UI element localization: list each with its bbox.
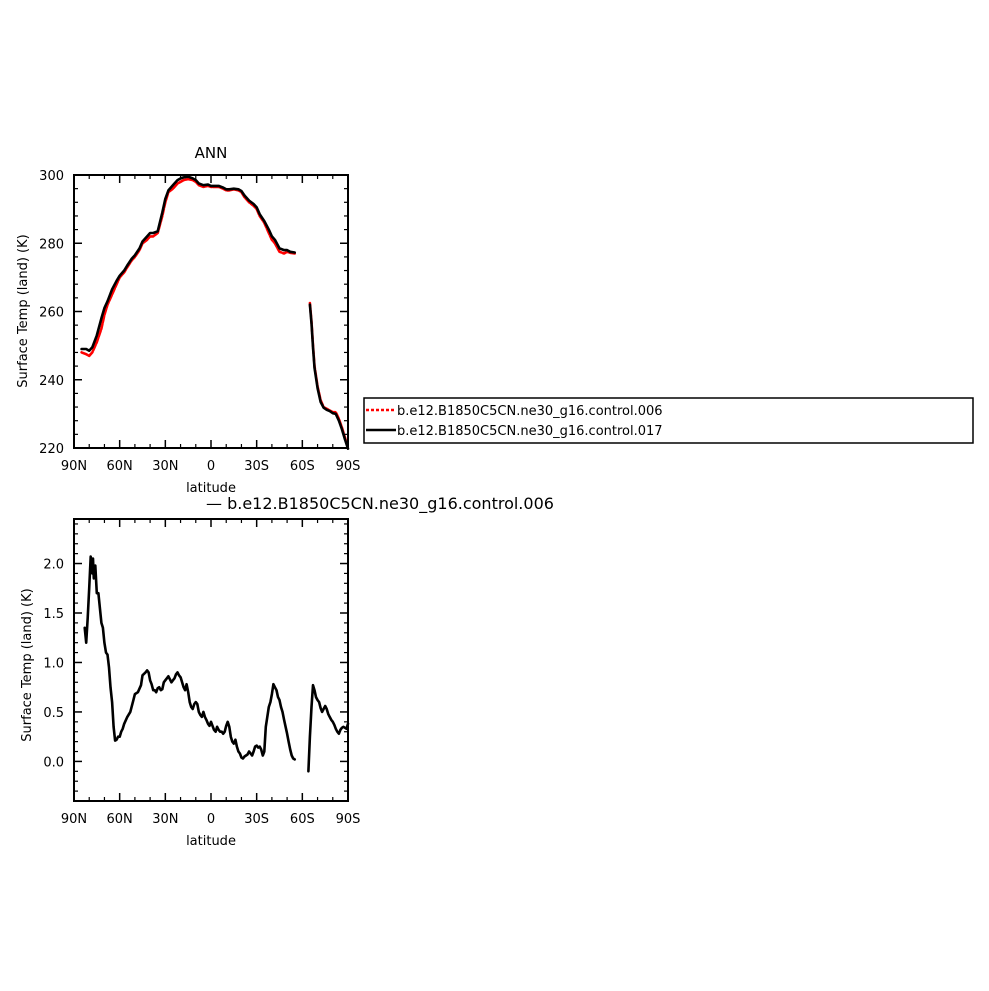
legend-box: [363, 397, 974, 444]
top-panel-x-tick-label: 60N: [107, 459, 133, 474]
top-panel-x-tick-label: 0: [207, 459, 215, 474]
top-panel-y-tick-label: 240: [39, 374, 64, 389]
top-panel-y-tick-label: 300: [39, 169, 64, 184]
bottom-panel-x-tick-label: 90S: [336, 812, 361, 827]
bottom-panel-y-tick-label: 1.0: [43, 656, 64, 671]
bottom-panel-y-tick-label: 0.5: [43, 706, 64, 721]
top-panel-x-axis-label: latitude: [186, 481, 236, 496]
bottom-panel-y-tick-label: 0.0: [43, 755, 64, 770]
bottom-panel-ticks: 90N 60N 30N 0 30S 60S 90S 0.0 0.5 1.0 1.5 2.0: [43, 519, 360, 827]
bottom-panel-series-0-line-seg-1: [307, 683, 350, 773]
top-panel-title: ANN: [195, 144, 228, 162]
legend-label-control-017: b.e12.B1850C5CN.ne30_g16.control.017: [397, 424, 663, 439]
top-panel-x-tick-label: 30N: [152, 459, 178, 474]
bottom-panel-series-0-line-seg-0: [83, 555, 296, 761]
bottom-panel-y-tick-label: 1.5: [43, 607, 64, 622]
bottom-panel-x-axis-label: latitude: [186, 834, 236, 849]
top-panel-x-tick-label: 90S: [336, 459, 361, 474]
bottom-panel: — b.e12.B1850C5CN.ne30_g16.control.006 9…: [20, 494, 554, 849]
legend-label-control-006: b.e12.B1850C5CN.ne30_g16.control.006: [397, 404, 663, 419]
top-panel-ticks: 90N 60N 30N 0 30S 60S 90S 220 240 260 280 300: [39, 169, 360, 474]
top-panel-y-axis-label: Surface Temp (land) (K): [16, 234, 31, 387]
top-panel: ANN 90N 60N 30N 0 30S 60S 90S 220 240 260 280 300 l…: [16, 144, 360, 496]
bottom-panel-x-tick-label: 60N: [107, 812, 133, 827]
bottom-panel-x-tick-label: 90N: [61, 812, 87, 827]
top-panel-y-tick-label: 280: [39, 237, 64, 252]
legend: b.e12.B1850C5CN.ne30_g16.control.006 b.e…: [363, 397, 974, 444]
top-panel-series-group: [80, 175, 350, 450]
top-panel-x-tick-label: 60S: [290, 459, 315, 474]
bottom-panel-x-tick-label: 60S: [290, 812, 315, 827]
bottom-panel-x-tick-label: 30S: [244, 812, 269, 827]
bottom-panel-y-axis-label: Surface Temp (land) (K): [20, 588, 35, 741]
top-panel-series-1-line-seg-1: [308, 303, 350, 450]
top-panel-series-1-line-seg-0: [80, 175, 296, 352]
bottom-panel-title: — b.e12.B1850C5CN.ne30_g16.control.006: [206, 494, 554, 514]
bottom-panel-y-tick-label: 2.0: [43, 558, 64, 573]
top-panel-y-tick-label: 260: [39, 306, 64, 321]
bottom-panel-x-tick-label: 30N: [152, 812, 178, 827]
top-panel-y-tick-label: 220: [39, 442, 64, 457]
top-panel-x-tick-label: 30S: [244, 459, 269, 474]
top-panel-x-tick-label: 90N: [61, 459, 87, 474]
bottom-panel-series-group: [83, 555, 350, 773]
bottom-panel-x-tick-label: 0: [207, 812, 215, 827]
